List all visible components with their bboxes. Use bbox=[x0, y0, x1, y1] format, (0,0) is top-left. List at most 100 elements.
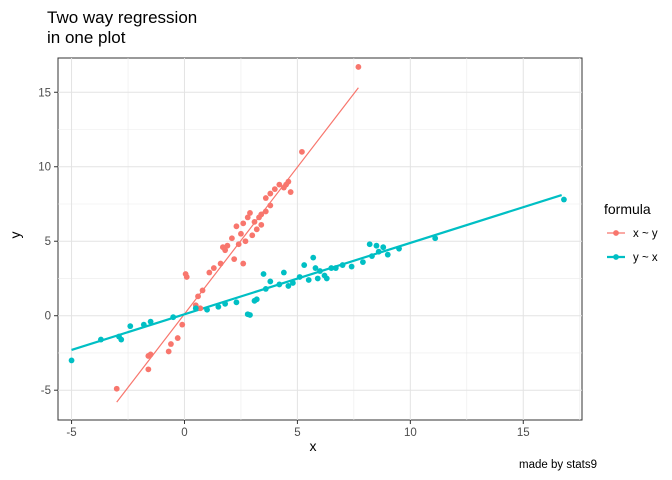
y-tick-label: -5 bbox=[41, 385, 51, 397]
legend-label-y-on-x: y ~ x bbox=[633, 252, 658, 264]
data-point-y-on-x bbox=[332, 265, 339, 271]
data-point-y-on-x bbox=[561, 196, 567, 203]
data-point-x-on-y bbox=[145, 353, 152, 359]
x-tick-label: 10 bbox=[404, 427, 417, 439]
data-point-x-on-y bbox=[235, 241, 242, 248]
data-point-x-on-y bbox=[206, 269, 213, 276]
data-point-x-on-y bbox=[267, 190, 274, 197]
data-point-y-on-x bbox=[170, 314, 177, 321]
data-point-x-on-y bbox=[174, 335, 181, 341]
data-point-y-on-x bbox=[314, 275, 321, 282]
data-point-x-on-y bbox=[242, 238, 249, 245]
x-tick-label: 5 bbox=[294, 427, 300, 439]
data-point-x-on-y bbox=[256, 214, 262, 221]
data-point-x-on-y bbox=[231, 256, 238, 263]
data-point-x-on-y bbox=[271, 186, 278, 192]
data-point-x-on-y bbox=[217, 260, 224, 267]
grid-major bbox=[58, 58, 582, 420]
legend-label-x-on-y: x ~ y bbox=[633, 228, 658, 240]
data-point-y-on-x bbox=[360, 259, 366, 265]
data-point-y-on-x bbox=[323, 275, 330, 282]
data-point-y-on-x bbox=[328, 265, 335, 271]
chart-caption: made by stats9 bbox=[519, 459, 597, 471]
data-point-y-on-x bbox=[276, 281, 283, 288]
data-point-y-on-x bbox=[233, 299, 240, 306]
data-point-y-on-x bbox=[260, 271, 267, 277]
data-point-y-on-x bbox=[247, 312, 253, 318]
data-point-y-on-x bbox=[312, 265, 319, 271]
data-point-y-on-x bbox=[68, 357, 75, 364]
data-point-x-on-y bbox=[287, 189, 294, 195]
data-point-y-on-x bbox=[375, 248, 382, 255]
data-point-y-on-x bbox=[222, 300, 229, 307]
data-point-x-on-y bbox=[229, 235, 235, 242]
y-axis-title: y bbox=[7, 232, 23, 239]
data-point-y-on-x bbox=[285, 283, 292, 289]
data-point-x-on-y bbox=[355, 64, 362, 70]
data-point-x-on-y bbox=[240, 260, 247, 267]
data-point-y-on-x bbox=[348, 263, 355, 270]
chart-title: Two way regression in one plot bbox=[47, 8, 197, 48]
data-points bbox=[68, 64, 567, 392]
y-tick-label: 0 bbox=[45, 311, 51, 323]
data-point-x-on-y bbox=[251, 218, 258, 225]
data-point-y-on-x bbox=[204, 306, 210, 313]
data-point-y-on-x bbox=[301, 262, 308, 268]
data-point-x-on-y bbox=[179, 321, 186, 328]
data-point-y-on-x bbox=[369, 253, 375, 260]
data-point-x-on-y bbox=[240, 220, 247, 227]
data-point-y-on-x bbox=[373, 242, 380, 249]
plot-panel bbox=[57, 57, 583, 421]
data-point-x-on-y bbox=[267, 202, 274, 209]
data-point-x-on-y bbox=[197, 305, 204, 312]
data-point-x-on-y bbox=[238, 230, 244, 237]
data-point-x-on-y bbox=[233, 223, 240, 230]
data-point-x-on-y bbox=[145, 366, 152, 373]
data-point-y-on-x bbox=[366, 241, 373, 248]
data-point-x-on-y bbox=[183, 274, 190, 280]
x-tick-label: -5 bbox=[66, 427, 76, 439]
data-point-x-on-y bbox=[195, 293, 201, 300]
data-point-x-on-y bbox=[258, 221, 265, 228]
data-point-x-on-y bbox=[276, 181, 283, 188]
data-point-y-on-x bbox=[280, 269, 287, 276]
legend-key-point-x-on-y bbox=[613, 230, 619, 236]
data-point-x-on-y bbox=[219, 244, 226, 251]
x-tick-label: 0 bbox=[181, 427, 187, 439]
data-point-x-on-y bbox=[113, 385, 120, 392]
data-point-x-on-y bbox=[165, 348, 172, 355]
data-point-y-on-x bbox=[305, 277, 312, 283]
data-point-x-on-y bbox=[253, 226, 260, 233]
data-point-x-on-y bbox=[244, 214, 251, 221]
data-point-x-on-y bbox=[262, 195, 269, 201]
data-point-y-on-x bbox=[384, 251, 391, 258]
data-point-x-on-y bbox=[262, 208, 269, 215]
data-point-y-on-x bbox=[98, 336, 104, 343]
data-point-y-on-x bbox=[192, 305, 199, 312]
regression-line-y-on-x bbox=[71, 194, 563, 352]
x-axis-title: x bbox=[310, 438, 317, 454]
data-point-y-on-x bbox=[289, 280, 296, 286]
data-point-x-on-y bbox=[249, 232, 256, 239]
data-point-x-on-y bbox=[224, 242, 231, 249]
data-point-y-on-x bbox=[396, 245, 402, 252]
data-point-y-on-x bbox=[215, 303, 222, 310]
data-point-y-on-x bbox=[267, 278, 274, 285]
data-point-x-on-y bbox=[247, 210, 253, 216]
legend-key-point-y-on-x bbox=[613, 254, 619, 260]
data-point-x-on-y bbox=[299, 148, 305, 155]
legend: formula x ~ y y ~ x bbox=[604, 201, 658, 264]
data-point-y-on-x bbox=[147, 318, 154, 325]
y-tick-label: 5 bbox=[45, 236, 51, 248]
data-point-y-on-x bbox=[317, 268, 323, 274]
data-point-y-on-x bbox=[432, 235, 439, 242]
data-point-y-on-x bbox=[140, 321, 147, 328]
x-axis-ticks: -5 0 5 10 15 bbox=[66, 420, 530, 439]
data-point-y-on-x bbox=[118, 336, 125, 343]
chart-title-line-1: Two way regression bbox=[47, 8, 198, 27]
data-point-y-on-x bbox=[339, 262, 346, 268]
data-point-x-on-y bbox=[280, 184, 287, 191]
data-point-y-on-x bbox=[310, 254, 317, 261]
chart-title-line-2: in one plot bbox=[47, 28, 126, 47]
